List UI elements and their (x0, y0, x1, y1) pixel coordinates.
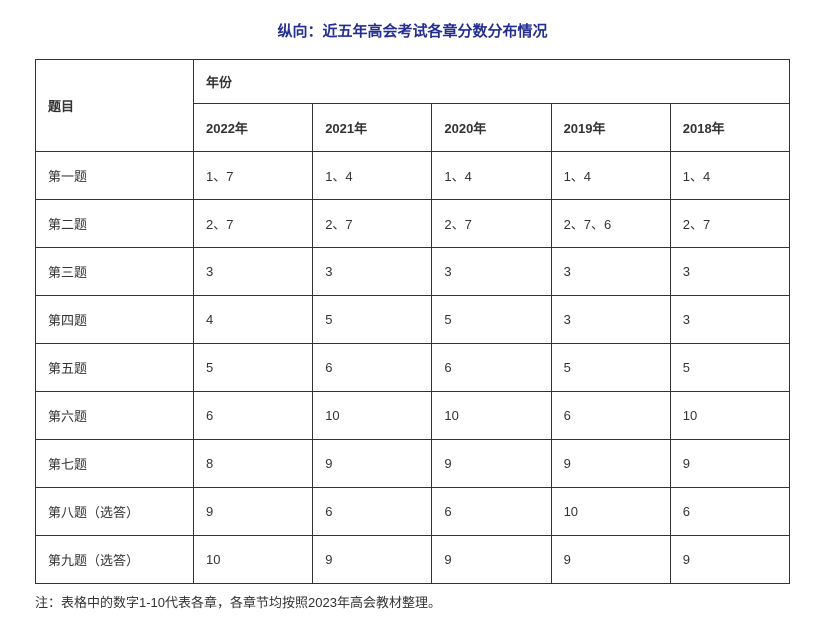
table-row: 第八题（选答）966106 (36, 488, 790, 536)
cell: 9 (194, 488, 313, 536)
cell: 3 (551, 248, 670, 296)
cell: 5 (432, 296, 551, 344)
cell: 10 (313, 392, 432, 440)
cell: 5 (313, 296, 432, 344)
page-title: 纵向：近五年高会考试各章分数分布情况 (35, 20, 790, 41)
cell: 9 (432, 536, 551, 584)
row-label: 第五题 (36, 344, 194, 392)
cell: 1、4 (670, 152, 789, 200)
row-label: 第一题 (36, 152, 194, 200)
row-label: 第八题（选答） (36, 488, 194, 536)
table-row: 第七题89999 (36, 440, 790, 488)
year-col-3: 2019年 (551, 104, 670, 152)
cell: 6 (313, 344, 432, 392)
footnote: 注：表格中的数字1-10代表各章，各章节均按照2023年高会教材整理。 (35, 592, 790, 611)
table-row: 第四题45533 (36, 296, 790, 344)
cell: 9 (313, 536, 432, 584)
cell: 2、7 (670, 200, 789, 248)
cell: 8 (194, 440, 313, 488)
score-distribution-table: 题目 年份 2022年 2021年 2020年 2019年 2018年 第一题1… (35, 59, 790, 584)
cell: 2、7、6 (551, 200, 670, 248)
cell: 9 (551, 440, 670, 488)
cell: 10 (670, 392, 789, 440)
cell: 3 (313, 248, 432, 296)
cell: 5 (670, 344, 789, 392)
cell: 6 (194, 392, 313, 440)
cell: 9 (551, 536, 670, 584)
table-row: 第五题56655 (36, 344, 790, 392)
cell: 3 (551, 296, 670, 344)
table-row: 第一题1、71、41、41、41、4 (36, 152, 790, 200)
row-label: 第九题（选答） (36, 536, 194, 584)
cell: 3 (194, 248, 313, 296)
row-header-label: 题目 (36, 60, 194, 152)
year-header-label: 年份 (194, 60, 790, 104)
cell: 6 (313, 488, 432, 536)
row-label: 第七题 (36, 440, 194, 488)
year-col-0: 2022年 (194, 104, 313, 152)
cell: 1、4 (313, 152, 432, 200)
table-row: 第三题33333 (36, 248, 790, 296)
cell: 2、7 (432, 200, 551, 248)
cell: 9 (670, 536, 789, 584)
cell: 1、4 (432, 152, 551, 200)
cell: 6 (670, 488, 789, 536)
table-row: 第九题（选答）109999 (36, 536, 790, 584)
cell: 9 (313, 440, 432, 488)
cell: 1、4 (551, 152, 670, 200)
row-label: 第四题 (36, 296, 194, 344)
cell: 10 (432, 392, 551, 440)
cell: 10 (194, 536, 313, 584)
row-label: 第六题 (36, 392, 194, 440)
cell: 3 (432, 248, 551, 296)
year-col-1: 2021年 (313, 104, 432, 152)
cell: 10 (551, 488, 670, 536)
cell: 6 (551, 392, 670, 440)
cell: 1、7 (194, 152, 313, 200)
cell: 2、7 (313, 200, 432, 248)
cell: 6 (432, 344, 551, 392)
year-col-4: 2018年 (670, 104, 789, 152)
cell: 9 (432, 440, 551, 488)
year-col-2: 2020年 (432, 104, 551, 152)
row-label: 第二题 (36, 200, 194, 248)
cell: 5 (551, 344, 670, 392)
table-row: 第六题61010610 (36, 392, 790, 440)
cell: 4 (194, 296, 313, 344)
cell: 6 (432, 488, 551, 536)
cell: 2、7 (194, 200, 313, 248)
cell: 5 (194, 344, 313, 392)
cell: 3 (670, 296, 789, 344)
cell: 9 (670, 440, 789, 488)
cell: 3 (670, 248, 789, 296)
row-label: 第三题 (36, 248, 194, 296)
table-body: 第一题1、71、41、41、41、4第二题2、72、72、72、7、62、7第三… (36, 152, 790, 584)
table-row: 第二题2、72、72、72、7、62、7 (36, 200, 790, 248)
